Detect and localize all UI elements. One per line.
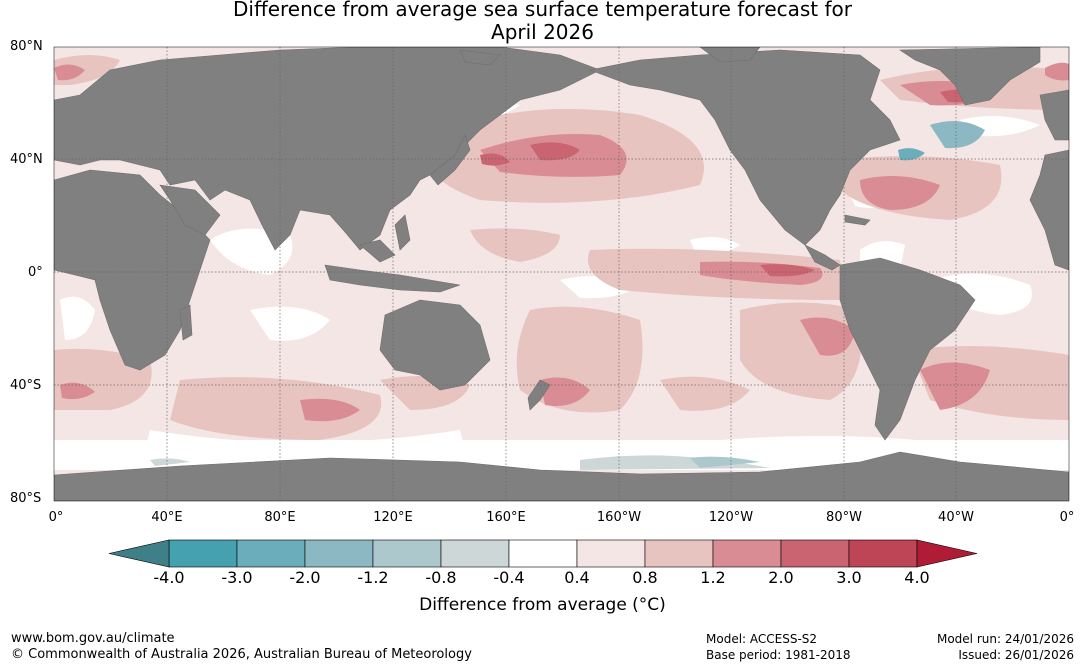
colorbar-extend-low [108,539,170,568]
colorbar-tick: 1.2 [700,568,726,587]
map-title-line2: April 2026 [491,20,594,44]
colorbar-tick: -0.4 [493,568,525,587]
colorbar-segment [304,539,374,568]
colorbar-segment [644,539,714,568]
lon-label-40e: 40°E [151,510,183,525]
footer-copyright: © Commonwealth of Australia 2026, Austra… [11,647,472,662]
colorbar-tick: 3.0 [836,568,862,587]
footer-base-period: Base period: 1981-2018 [706,648,851,662]
anomaly-cool-zones [150,121,985,470]
colorbar-segment [508,539,578,568]
japan [429,134,471,186]
new-zealand [527,379,551,411]
colorbar-tick: 0.4 [564,568,590,587]
colorbar-tick: 2.0 [768,568,794,587]
lat-label-40n: 40°N [10,152,43,167]
greenland [899,47,1041,106]
lon-label-0-right: 0° [1059,510,1075,525]
anomaly-1.2-2.0-zones [54,62,1069,422]
lat-label-80n: 80°N [10,39,43,54]
lat-label-80s: 80°S [10,491,42,506]
colorbar-segment [236,539,306,568]
lat-label-0: 0° [28,265,43,280]
africa-west [1029,149,1069,271]
colorbar-tick: -4.0 [153,568,185,587]
land-masses [54,47,1069,501]
colorbar-segment [440,539,510,568]
colorbar-tick: 4.0 [904,568,930,587]
footer-issued: Issued: 26/01/2026 [958,648,1074,662]
colorbar-tick: -2.0 [289,568,321,587]
lon-label-120w: 120°W [708,510,754,525]
colorbar-tick: -3.0 [221,568,253,587]
arabia [159,184,221,236]
colorbar-segment [848,539,918,568]
colorbar-extend-high [916,539,978,568]
colorbar-tick: 0.8 [632,568,658,587]
footer-model: Model: ACCESS-S2 [706,632,818,646]
colorbar-label: Difference from average (°C) [419,595,666,615]
colorbar-tick: -0.8 [425,568,457,587]
graticule [54,47,1069,501]
lon-label-0-left: 0° [48,510,64,525]
lon-label-160w: 160°W [596,510,642,525]
south-america [839,257,976,441]
lat-label-40s: 40°S [10,378,42,393]
map-title-line1: Difference from average sea surface temp… [232,0,852,21]
lon-label-160e: 160°E [486,510,526,525]
lon-label-120e: 120°E [373,510,413,525]
colorbar-segment [712,539,782,568]
colorbar-tick: -1.2 [357,568,389,587]
africa [54,169,211,371]
colorbar-segment [576,539,646,568]
north-america [588,49,901,246]
lon-label-80w: 80°W [826,510,862,525]
footer-model-run: Model run: 24/01/2026 [936,632,1074,646]
colorbar-segment [168,539,238,568]
anomaly-2.0-3.0-zones [480,89,985,277]
colorbar-segment [372,539,442,568]
lon-label-40w: 40°W [938,510,974,525]
footer-url: www.bom.gov.au/climate [11,631,175,646]
colorbar-segment [780,539,850,568]
antarctica [54,451,1069,501]
madagascar [179,304,193,341]
lon-label-80e: 80°E [264,510,296,525]
